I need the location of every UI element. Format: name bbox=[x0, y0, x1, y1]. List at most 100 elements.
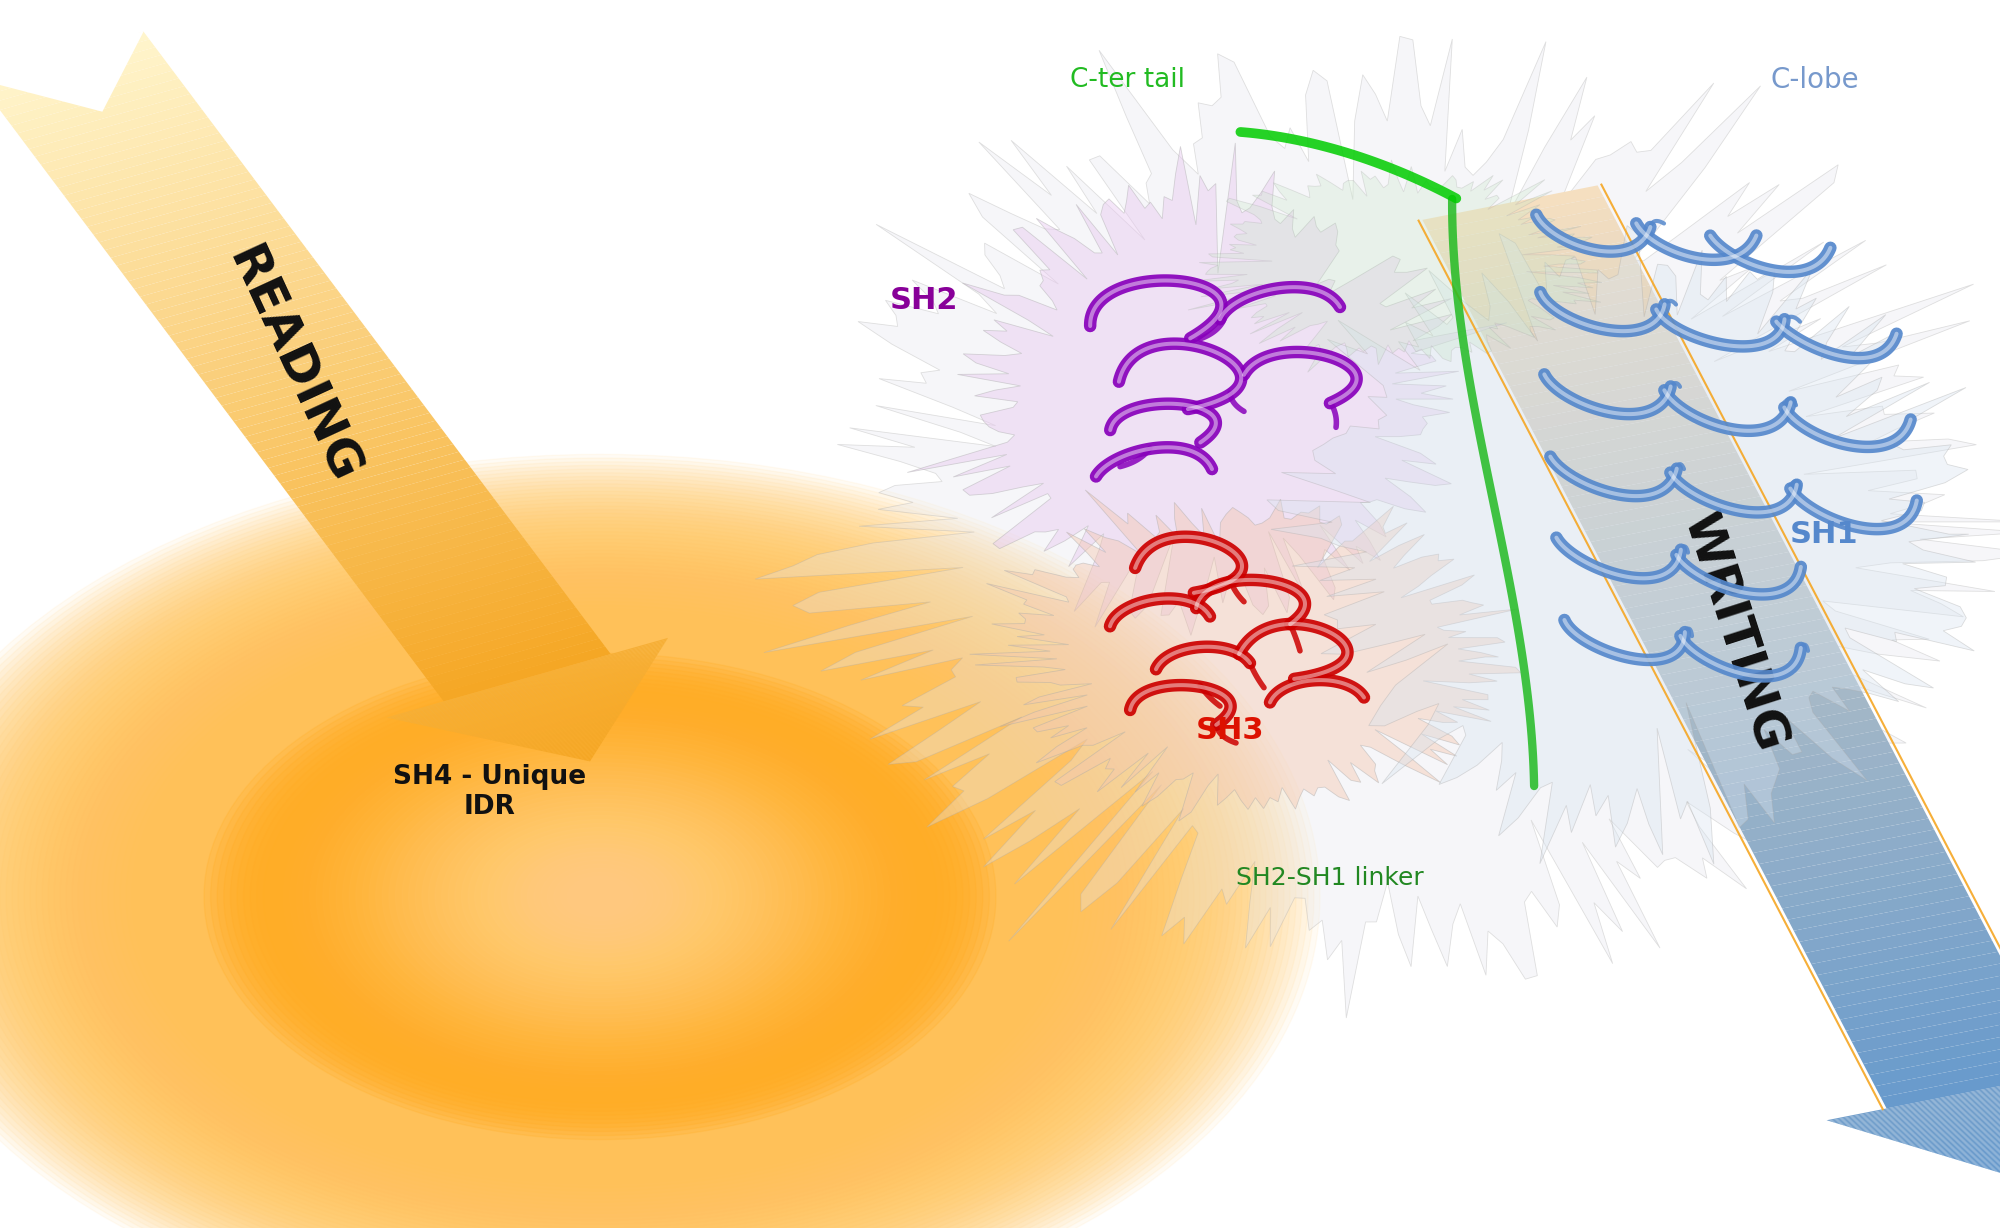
Polygon shape bbox=[0, 32, 144, 112]
Circle shape bbox=[210, 657, 990, 1136]
Polygon shape bbox=[1918, 1117, 2000, 1149]
Polygon shape bbox=[1842, 1071, 2000, 1125]
Polygon shape bbox=[1850, 1077, 2000, 1129]
Polygon shape bbox=[1452, 241, 1632, 286]
Polygon shape bbox=[564, 745, 600, 756]
Polygon shape bbox=[438, 669, 648, 729]
Polygon shape bbox=[1700, 718, 1882, 764]
Polygon shape bbox=[534, 727, 612, 750]
Circle shape bbox=[330, 731, 870, 1062]
Circle shape bbox=[422, 787, 778, 1006]
Polygon shape bbox=[462, 684, 638, 734]
Polygon shape bbox=[456, 679, 642, 733]
Polygon shape bbox=[1632, 586, 1812, 631]
Polygon shape bbox=[486, 698, 630, 739]
Polygon shape bbox=[532, 726, 612, 749]
Polygon shape bbox=[1932, 1126, 2000, 1153]
Polygon shape bbox=[1924, 1120, 2000, 1151]
Polygon shape bbox=[440, 670, 648, 729]
Circle shape bbox=[408, 779, 792, 1014]
Polygon shape bbox=[414, 655, 658, 725]
Polygon shape bbox=[198, 328, 372, 382]
Polygon shape bbox=[1990, 1162, 2000, 1170]
Circle shape bbox=[316, 722, 884, 1071]
Circle shape bbox=[322, 726, 878, 1067]
Polygon shape bbox=[46, 125, 220, 181]
Polygon shape bbox=[424, 661, 654, 726]
Polygon shape bbox=[402, 647, 662, 721]
Polygon shape bbox=[512, 713, 620, 745]
Polygon shape bbox=[1974, 1151, 2000, 1165]
Polygon shape bbox=[18, 86, 190, 141]
Polygon shape bbox=[1928, 1124, 2000, 1152]
Polygon shape bbox=[506, 711, 622, 744]
Polygon shape bbox=[460, 683, 640, 734]
Polygon shape bbox=[1822, 952, 2000, 997]
Polygon shape bbox=[580, 755, 594, 760]
Circle shape bbox=[382, 763, 818, 1030]
Polygon shape bbox=[152, 265, 324, 321]
Polygon shape bbox=[1550, 430, 1732, 475]
Polygon shape bbox=[508, 712, 622, 744]
Polygon shape bbox=[280, 436, 454, 491]
Polygon shape bbox=[1596, 518, 1778, 564]
Polygon shape bbox=[554, 739, 604, 754]
Polygon shape bbox=[1712, 740, 1894, 786]
Circle shape bbox=[350, 743, 850, 1050]
Polygon shape bbox=[164, 281, 336, 335]
Polygon shape bbox=[570, 749, 598, 758]
Circle shape bbox=[290, 706, 910, 1087]
Polygon shape bbox=[1906, 1110, 2000, 1146]
Polygon shape bbox=[584, 758, 592, 761]
Polygon shape bbox=[546, 736, 606, 753]
Polygon shape bbox=[268, 421, 442, 475]
Polygon shape bbox=[1930, 1125, 2000, 1153]
Circle shape bbox=[356, 747, 844, 1046]
Polygon shape bbox=[1828, 963, 2000, 1008]
Polygon shape bbox=[170, 289, 342, 344]
Polygon shape bbox=[1626, 575, 1806, 620]
Polygon shape bbox=[1884, 1097, 2000, 1138]
Polygon shape bbox=[1188, 160, 1602, 372]
Polygon shape bbox=[1464, 263, 1644, 308]
Circle shape bbox=[342, 738, 858, 1055]
Polygon shape bbox=[1584, 496, 1766, 542]
Polygon shape bbox=[432, 639, 604, 694]
Text: SH3: SH3 bbox=[1196, 716, 1264, 745]
Polygon shape bbox=[582, 756, 592, 760]
Polygon shape bbox=[24, 93, 196, 149]
Polygon shape bbox=[1440, 219, 1620, 264]
Polygon shape bbox=[484, 696, 630, 739]
Polygon shape bbox=[210, 343, 384, 398]
Polygon shape bbox=[1468, 274, 1650, 319]
Polygon shape bbox=[432, 666, 650, 728]
Polygon shape bbox=[1908, 1111, 2000, 1146]
Circle shape bbox=[230, 669, 970, 1124]
Polygon shape bbox=[406, 651, 660, 722]
Circle shape bbox=[284, 702, 916, 1090]
Polygon shape bbox=[0, 47, 162, 102]
Polygon shape bbox=[76, 163, 248, 219]
Circle shape bbox=[250, 682, 950, 1111]
Polygon shape bbox=[1608, 540, 1790, 587]
Polygon shape bbox=[574, 752, 596, 759]
Polygon shape bbox=[522, 720, 616, 747]
Polygon shape bbox=[1840, 985, 2000, 1030]
Polygon shape bbox=[1970, 1148, 2000, 1164]
Text: SH1: SH1 bbox=[1790, 519, 1858, 549]
Polygon shape bbox=[286, 445, 458, 499]
Polygon shape bbox=[1996, 1164, 2000, 1173]
Polygon shape bbox=[1654, 630, 1836, 675]
Polygon shape bbox=[1782, 874, 1964, 920]
Circle shape bbox=[416, 783, 784, 1009]
Polygon shape bbox=[1870, 1088, 2000, 1135]
Polygon shape bbox=[1960, 1142, 2000, 1162]
Polygon shape bbox=[0, 55, 166, 111]
Polygon shape bbox=[1834, 974, 2000, 1019]
Polygon shape bbox=[1642, 608, 1824, 653]
Polygon shape bbox=[1776, 863, 1958, 909]
Polygon shape bbox=[70, 156, 242, 211]
Polygon shape bbox=[448, 675, 644, 731]
Polygon shape bbox=[1696, 707, 1876, 753]
Polygon shape bbox=[1976, 1153, 2000, 1167]
